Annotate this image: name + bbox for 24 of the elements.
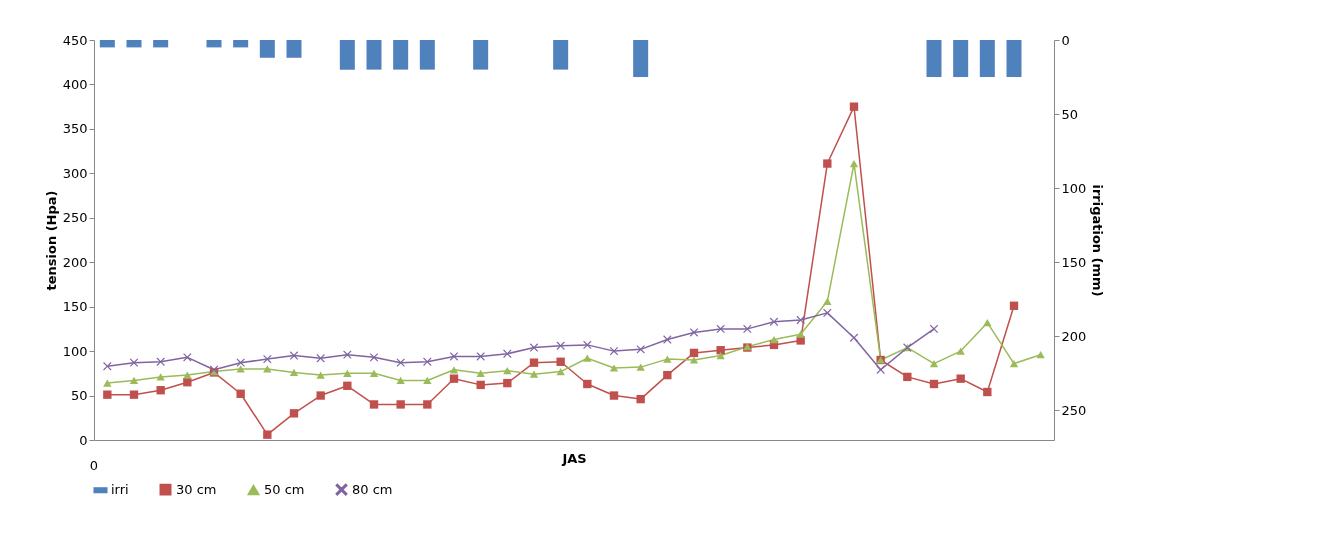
y2-tick-label: 250 (1061, 402, 1087, 418)
y2-tick-label: 200 (1061, 328, 1087, 344)
y-tick-label: 450 (62, 32, 88, 48)
y-axis-title: tension (Hpa) (43, 190, 59, 291)
y-tick-label: 400 (62, 76, 88, 92)
y-tick-label: 100 (62, 343, 88, 359)
y-tick-label: 0 (79, 432, 88, 448)
text: 0 (89, 458, 99, 473)
x-axis-title: JAS (561, 450, 587, 466)
legend-label: irri (111, 482, 129, 498)
y-tick-label: 250 (62, 210, 88, 226)
y2-tick-label: 100 (1061, 180, 1087, 196)
y-tick-label: 200 (62, 254, 88, 270)
y-tick-label: 350 (62, 121, 88, 137)
y-tick-label: 50 (70, 388, 88, 404)
y2-axis-title: irrigation (mm) (1090, 184, 1106, 297)
y-tick-label: 150 (62, 299, 88, 315)
legend-label: 80 cm (352, 481, 393, 497)
legend-label: 50 cm (264, 481, 305, 497)
y2-tick-label: 150 (1061, 254, 1087, 270)
legend-label: 30 cm (176, 481, 217, 497)
y2-tick-label: 0 (1061, 32, 1070, 48)
y-tick-label: 300 (62, 165, 88, 181)
y2-tick-label: 50 (1061, 106, 1079, 122)
